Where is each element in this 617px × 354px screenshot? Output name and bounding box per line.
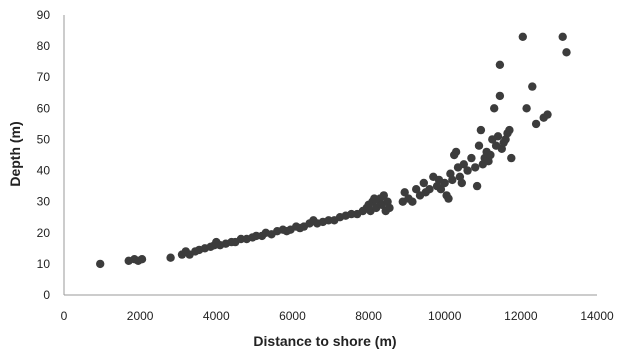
data-point xyxy=(562,48,571,57)
data-point xyxy=(347,209,356,219)
y-tick-label: 40 xyxy=(37,164,51,178)
y-tick-label: 0 xyxy=(43,288,50,302)
data-point xyxy=(440,178,449,188)
data-point xyxy=(522,104,531,113)
data-point xyxy=(518,32,527,41)
data-point xyxy=(412,185,421,194)
x-axis: 0 2000 4000 6000 8000 10000 12000 14000 xyxy=(61,294,614,323)
x-tick-label: 12000 xyxy=(504,309,538,323)
data-point xyxy=(495,60,505,69)
x-tick-label: 0 xyxy=(61,309,68,323)
data-point xyxy=(408,197,417,206)
data-point xyxy=(444,194,453,203)
x-tick-label: 2000 xyxy=(127,309,154,323)
data-point xyxy=(96,259,105,269)
data-point xyxy=(400,188,409,197)
y-tick-label: 80 xyxy=(37,39,51,53)
data-point xyxy=(471,163,480,172)
data-point xyxy=(505,125,514,135)
x-tick-label: 6000 xyxy=(279,309,306,323)
y-tick-label: 90 xyxy=(37,8,51,22)
data-point xyxy=(457,178,466,188)
data-point xyxy=(543,110,552,119)
data-point xyxy=(379,191,388,200)
data-point xyxy=(531,119,541,129)
y-tick-label: 70 xyxy=(37,70,51,84)
data-point xyxy=(425,185,434,194)
y-tick-label: 30 xyxy=(37,195,51,209)
data-point xyxy=(490,104,499,113)
y-axis-label: Depth (m) xyxy=(7,121,23,186)
y-tick-label: 50 xyxy=(37,132,51,146)
data-point xyxy=(507,153,516,163)
y-tick-label: 60 xyxy=(37,101,51,115)
data-point xyxy=(448,175,457,185)
x-tick-label: 14000 xyxy=(580,309,614,323)
data-point xyxy=(467,153,476,163)
y-axis: 0 10 20 30 40 50 60 70 80 90 xyxy=(37,8,65,302)
data-point xyxy=(385,203,394,213)
data-point xyxy=(558,32,567,41)
y-tick-label: 20 xyxy=(37,226,51,240)
data-point xyxy=(463,166,472,175)
data-point xyxy=(474,141,484,150)
data-point xyxy=(472,181,482,191)
data-point xyxy=(528,82,537,91)
data-point xyxy=(166,253,175,262)
data-point xyxy=(436,185,446,194)
data-point xyxy=(495,91,505,101)
data-point xyxy=(137,255,147,264)
x-tick-label: 4000 xyxy=(203,309,230,323)
data-point xyxy=(493,132,503,141)
data-point xyxy=(419,178,428,188)
x-tick-label: 8000 xyxy=(355,309,382,323)
data-point xyxy=(476,125,486,135)
data-point xyxy=(459,160,468,169)
data-points xyxy=(96,32,571,269)
x-tick-label: 10000 xyxy=(428,309,462,323)
data-point xyxy=(451,147,461,157)
x-axis-label: Distance to shore (m) xyxy=(253,333,396,349)
y-tick-label: 10 xyxy=(37,257,51,271)
data-point xyxy=(486,150,495,160)
